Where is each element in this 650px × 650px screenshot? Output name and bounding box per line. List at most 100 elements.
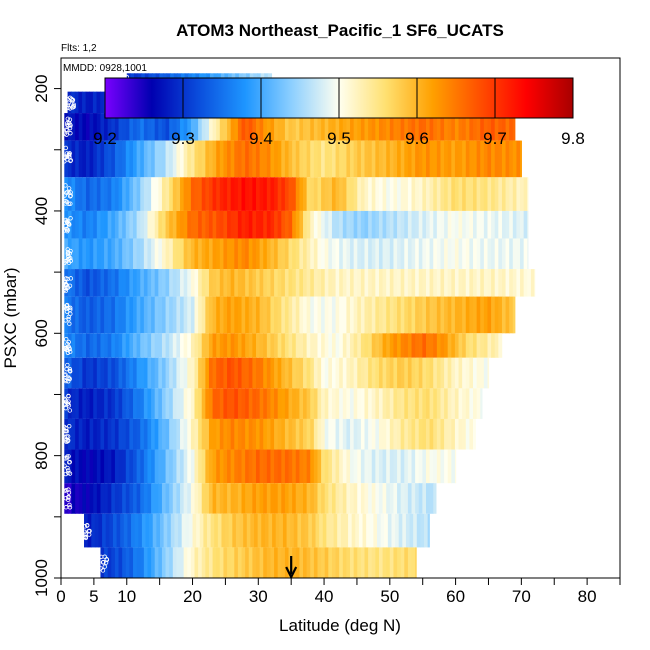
heatmap-cell [313,140,319,178]
heatmap-cell [350,296,355,334]
heatmap-cell [192,513,197,548]
heatmap-cell [187,483,192,514]
heatmap-cell [227,418,232,450]
heatmap-cell [71,483,76,514]
heatmap-cell [317,238,322,270]
heatmap-cell [491,210,496,239]
sample-marker [66,120,72,126]
heatmap-cell [494,269,499,297]
heatmap-cell [281,238,286,270]
heatmap-cell [252,418,257,450]
heatmap-cell [505,113,510,141]
heatmap-cell [78,177,83,211]
heatmap-cell [350,113,355,141]
heatmap-cell [350,210,355,239]
heatmap-cell [360,269,366,297]
heatmap-cell [284,210,290,239]
flights-label: Flts: 1,2 [61,43,97,54]
heatmap-cell [176,140,181,178]
heatmap-cell [230,177,235,211]
heatmap-cell [310,113,315,141]
heatmap-cell [483,238,489,270]
heatmap-cell [85,333,91,358]
heatmap-cell [89,269,94,297]
heatmap-cell [96,357,102,389]
heatmap-cell [317,140,322,178]
heatmap-cell [219,483,225,514]
heatmap-cell [516,269,521,297]
heatmap-cell [357,357,362,389]
colorbar-tick-label: 9.7 [483,129,507,148]
heatmap-cell [498,140,503,178]
heatmap-cell [252,177,257,211]
heatmap-cell [252,113,257,141]
sample-marker [68,131,73,136]
heatmap-cell [176,296,181,334]
sample-marker [66,100,71,106]
heatmap-cell [284,333,290,358]
heatmap-cell [429,388,434,419]
heatmap-cell [297,513,302,548]
heatmap-cell [266,483,272,514]
sample-marker [68,248,73,254]
heatmap-cell [447,113,452,141]
heatmap-cell [357,547,362,578]
heatmap-cell [71,177,76,211]
heatmap-cell [123,513,129,548]
sample-marker [67,471,73,476]
heatmap-cell [465,113,470,141]
heatmap-cell [93,177,98,211]
heatmap-cell [371,357,376,389]
heatmap-cell [429,357,434,389]
heatmap-cell [415,388,420,419]
heatmap-cell [64,418,69,450]
sample-marker [68,216,73,221]
heatmap-cell [201,547,206,578]
sample-marker [66,495,71,500]
heatmap-cell [272,513,277,548]
heatmap-cell [259,388,264,419]
heatmap-cell [100,483,105,514]
heatmap-cell [111,296,116,334]
heatmap-cell [165,547,170,578]
sample-marker [65,116,70,122]
heatmap-cell [350,388,355,419]
heatmap-cell [465,177,470,211]
heatmap-cell [281,547,286,578]
heatmap-cell [136,483,141,514]
heatmap-cell [324,177,329,211]
heatmap-cell [140,418,145,450]
heatmap-cell [382,449,387,484]
heatmap-cell [397,333,402,358]
heatmap-cell [487,269,492,297]
heatmap-cell [344,513,349,548]
heatmap-cell [317,177,322,211]
heatmap-cell [71,210,76,239]
heatmap-cell [378,547,384,578]
heatmap-cell [303,296,308,334]
heatmap-cell [118,113,123,141]
heatmap-cell [411,238,416,270]
heatmap-cell [161,140,167,178]
heatmap-cell [404,113,409,141]
heatmap-cell [136,418,141,450]
heatmap-cell [433,333,438,358]
heatmap-cell [391,513,396,548]
heatmap-cell [346,449,351,484]
heatmap-cell [368,333,373,358]
heatmap-cell [75,333,80,358]
heatmap-cell [100,177,105,211]
heatmap-cell [246,513,252,548]
heatmap-cell [205,140,210,178]
heatmap-cell [321,296,326,334]
heatmap-cell [386,418,391,450]
heatmap-cell [415,547,417,578]
heatmap-cell [315,513,320,548]
heatmap-cell [196,513,201,548]
heatmap-cell [429,140,434,178]
heatmap-cell [498,238,503,270]
heatmap-cell [476,388,481,419]
heatmap-cell [237,210,243,239]
sample-marker [63,495,69,501]
